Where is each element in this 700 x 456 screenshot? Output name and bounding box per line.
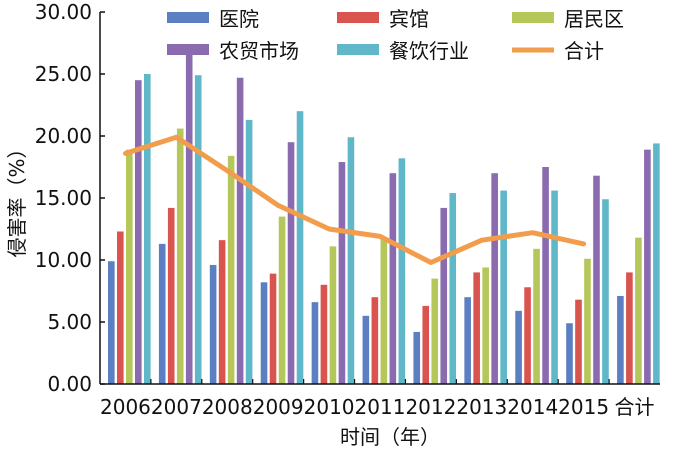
- bar-医院-2009: [260, 282, 268, 384]
- bar-医院-2007: [158, 243, 166, 384]
- x-tick-label: 2014: [507, 395, 558, 419]
- bar-居民区-2006: [126, 149, 133, 384]
- y-tick-label: 25.00: [35, 62, 92, 86]
- bar-农贸市场-2015: [593, 175, 600, 384]
- legend-swatch-农贸市场: [167, 44, 209, 55]
- bar-农贸市场-2007: [185, 54, 193, 384]
- bar-宾馆-2006: [117, 231, 124, 384]
- bar-农贸市场-2010: [338, 162, 346, 384]
- legend-label: 农贸市场: [219, 39, 299, 63]
- bar-宾馆-2015: [575, 299, 582, 384]
- x-ticks: 2006 2007 2008 2009 2010 2011 2012 2013 2014 2015…: [100, 379, 655, 419]
- bar-餐饮行业-2006: [144, 74, 151, 384]
- bar-医院-2010: [311, 302, 319, 384]
- bar-宾馆-2013: [473, 272, 480, 384]
- bar-医院-合计: [617, 295, 624, 384]
- x-tick-label: 合计: [615, 395, 655, 419]
- bar-餐饮行业-2012: [449, 193, 457, 384]
- x-tick-label: 2015: [558, 395, 609, 419]
- legend-label: 餐饮行业: [389, 39, 469, 63]
- bar-居民区-2014: [533, 248, 540, 384]
- legend-swatch-居民区: [512, 12, 554, 23]
- x-tick-label: 2006: [100, 395, 151, 419]
- bar-宾馆-2014: [524, 287, 531, 384]
- bar-农贸市场-2009: [287, 142, 295, 384]
- bar-居民区-2009: [278, 216, 286, 384]
- y-tick-label: 15.00: [35, 186, 92, 210]
- bar-农贸市场-2014: [542, 167, 549, 384]
- bar-居民区-2015: [584, 258, 591, 384]
- legend-swatch-医院: [167, 12, 209, 23]
- legend-swatch-餐饮行业: [337, 44, 379, 55]
- bar-餐饮行业-2011: [398, 158, 406, 384]
- bar-居民区-2011: [380, 238, 388, 384]
- y-ticks: 0.00 5.00 10.00 15.00 20.00 25.00 30.00: [35, 0, 105, 396]
- legend-label: 居民区: [564, 7, 624, 31]
- bars-layer: [108, 54, 660, 385]
- bar-餐饮行业-2010: [347, 137, 355, 384]
- bar-农贸市场-合计: [644, 149, 651, 384]
- bar-医院-2014: [515, 310, 522, 384]
- bar-医院-2008: [209, 264, 217, 384]
- bar-医院-2012: [413, 331, 421, 384]
- x-tick-label: 2009: [253, 395, 304, 419]
- bar-宾馆-2011: [371, 297, 379, 384]
- x-axis-title: 时间（年）: [340, 425, 440, 449]
- y-tick-label: 20.00: [35, 124, 92, 148]
- bar-宾馆-2010: [320, 284, 328, 384]
- bar-医院-2015: [566, 323, 573, 384]
- y-axis-title: 侵害率（%）: [5, 138, 29, 257]
- bar-居民区-2012: [431, 278, 439, 384]
- bar-居民区-2007: [176, 128, 184, 384]
- series-line-合计: [123, 134, 587, 265]
- bar-居民区-2010: [329, 246, 337, 384]
- y-tick-label: 5.00: [47, 310, 92, 334]
- bar-医院-2013: [464, 297, 471, 384]
- y-tick-label: 10.00: [35, 248, 92, 272]
- x-tick-label: 2013: [456, 395, 507, 419]
- bar-宾馆-2012: [422, 305, 430, 384]
- x-tick-label: 2008: [202, 395, 253, 419]
- y-tick-label: 0.00: [47, 372, 92, 396]
- bar-餐饮行业-2013: [500, 190, 507, 384]
- bar-医院-2011: [362, 315, 370, 384]
- bar-宾馆-2009: [269, 273, 277, 384]
- bar-餐饮行业-2007: [194, 75, 202, 385]
- legend-label: 合计: [564, 39, 604, 63]
- bar-宾馆-2008: [218, 240, 226, 384]
- bar-农贸市场-2011: [389, 173, 397, 384]
- bar-农贸市场-2013: [491, 173, 498, 384]
- bar-宾馆-2007: [167, 207, 175, 384]
- bar-农贸市场-2008: [236, 77, 244, 384]
- x-tick-label: 2012: [405, 395, 456, 419]
- bar-餐饮行业-2008: [245, 119, 253, 384]
- bar-餐饮行业-2014: [551, 190, 558, 384]
- x-tick-label: 2010: [304, 395, 355, 419]
- bar-餐饮行业-合计: [653, 143, 660, 384]
- bar-餐饮行业-2009: [296, 111, 304, 384]
- bar-居民区-合计: [635, 237, 642, 384]
- bar-餐饮行业-2015: [602, 199, 609, 384]
- bar-居民区-2013: [482, 267, 489, 384]
- y-tick-label: 30.00: [35, 0, 92, 24]
- line-layer: [123, 134, 587, 265]
- bar-居民区-2008: [227, 155, 235, 384]
- bar-农贸市场-2006: [135, 80, 142, 384]
- legend-swatch-宾馆: [337, 12, 379, 23]
- bar-医院-2006: [108, 261, 115, 384]
- bar-宾馆-合计: [626, 272, 633, 384]
- legend-label: 医院: [219, 7, 259, 31]
- bar-农贸市场-2012: [440, 207, 448, 384]
- legend-label: 宾馆: [389, 7, 429, 31]
- x-tick-label: 2011: [355, 395, 406, 419]
- x-tick-label: 2007: [151, 395, 202, 419]
